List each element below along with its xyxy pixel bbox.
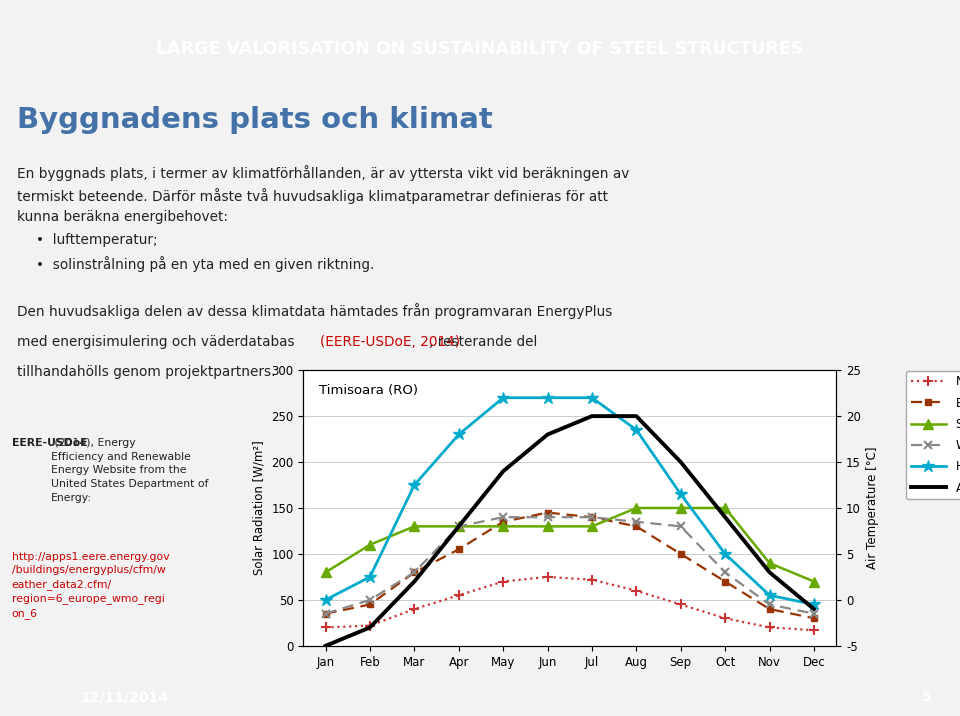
East [808,614,820,622]
Text: tillhandahölls genom projektpartners.: tillhandahölls genom projektpartners. [17,364,276,379]
Line: West: West [322,513,818,618]
West [675,522,686,531]
Air Temp. [320,642,331,650]
South [764,558,776,567]
Horiz. [453,430,465,439]
Legend: North, East, South, West, Horiz., Air Temp.: North, East, South, West, Horiz., Air Te… [906,371,960,499]
West [631,518,642,526]
Air Temp. [409,577,420,586]
North [587,576,598,584]
Y-axis label: Air Temperature [°C]: Air Temperature [°C] [866,447,879,569]
Text: En byggnads plats, i termer av klimatförhållanden, är av yttersta vikt vid beräk: En byggnads plats, i termer av klimatför… [17,165,630,224]
South [320,568,331,576]
North [364,621,375,630]
East [675,550,686,558]
West [719,568,731,576]
North [453,591,465,599]
Text: 12/11/2014: 12/11/2014 [81,690,169,705]
Air Temp. [631,412,642,420]
Air Temp. [453,522,465,531]
East [497,518,509,526]
North [808,626,820,634]
Text: 5: 5 [922,690,931,705]
Text: (EERE-USDoE, 2014): (EERE-USDoE, 2014) [320,335,460,349]
North [631,586,642,595]
South [453,522,465,531]
Text: med energisimulering och väderdatabas: med energisimulering och väderdatabas [17,335,300,349]
Air Temp. [364,623,375,632]
Text: EERE-USDoE: EERE-USDoE [12,438,87,448]
South [497,522,509,531]
West [453,522,465,531]
South [409,522,420,531]
South [631,504,642,513]
Line: Air Temp.: Air Temp. [325,416,814,646]
North [409,605,420,614]
Text: •  lufttemperatur;: • lufttemperatur; [36,233,158,246]
East [409,568,420,576]
Air Temp. [808,605,820,614]
Air Temp. [719,513,731,521]
South [719,504,731,513]
West [409,568,420,576]
South [541,522,553,531]
South [675,504,686,513]
East [764,605,776,614]
Horiz. [719,550,731,558]
North [764,623,776,632]
East [631,522,642,531]
Air Temp. [497,467,509,475]
West [497,513,509,521]
Air Temp. [675,458,686,466]
Air Temp. [541,430,553,439]
Text: LARGE VALORISATION ON SUSTAINABILITY OF STEEL STRUCTURES: LARGE VALORISATION ON SUSTAINABILITY OF … [156,40,804,58]
Text: , resterande del: , resterande del [429,335,538,349]
East [364,600,375,609]
Air Temp. [764,568,776,576]
Horiz. [320,596,331,604]
Horiz. [764,591,776,599]
Air Temp. [587,412,598,420]
West [541,513,553,521]
East [320,609,331,618]
West [808,609,820,618]
Horiz. [497,394,509,402]
North [541,573,553,581]
East [587,513,598,521]
Horiz. [587,394,598,402]
Text: •  solinstrålning på en yta med en given riktning.: • solinstrålning på en yta med en given … [36,256,374,272]
East [719,577,731,586]
Text: (2014), Energy
Efficiency and Renewable
Energy Website from the
United States De: (2014), Energy Efficiency and Renewable … [51,438,208,503]
West [320,609,331,618]
West [587,513,598,521]
West [764,600,776,609]
Text: Timisoara (RO): Timisoara (RO) [320,384,419,397]
Y-axis label: Solar Radiation [W/m²]: Solar Radiation [W/m²] [252,440,266,576]
Horiz. [541,394,553,402]
Text: Den huvudsakliga delen av dessa klimatdata hämtades från programvaran EnergyPlus: Den huvudsakliga delen av dessa klimatda… [17,303,612,319]
West [364,596,375,604]
South [587,522,598,531]
Text: http://apps1.eere.energy.gov
/buildings/energyplus/cfm/w
eather_data2.cfm/
regio: http://apps1.eere.energy.gov /buildings/… [12,551,169,619]
East [541,508,553,517]
Line: Horiz.: Horiz. [320,392,820,611]
East [453,545,465,553]
South [808,577,820,586]
North [719,614,731,622]
Horiz. [409,480,420,489]
Line: East: East [323,509,817,621]
North [497,577,509,586]
Line: North: North [321,572,819,635]
Text: Byggnadens plats och klimat: Byggnadens plats och klimat [17,106,493,135]
South [364,541,375,549]
Horiz. [364,573,375,581]
Horiz. [675,490,686,498]
North [320,623,331,632]
Horiz. [808,600,820,609]
Horiz. [631,425,642,434]
North [675,600,686,609]
Line: South: South [321,503,819,586]
